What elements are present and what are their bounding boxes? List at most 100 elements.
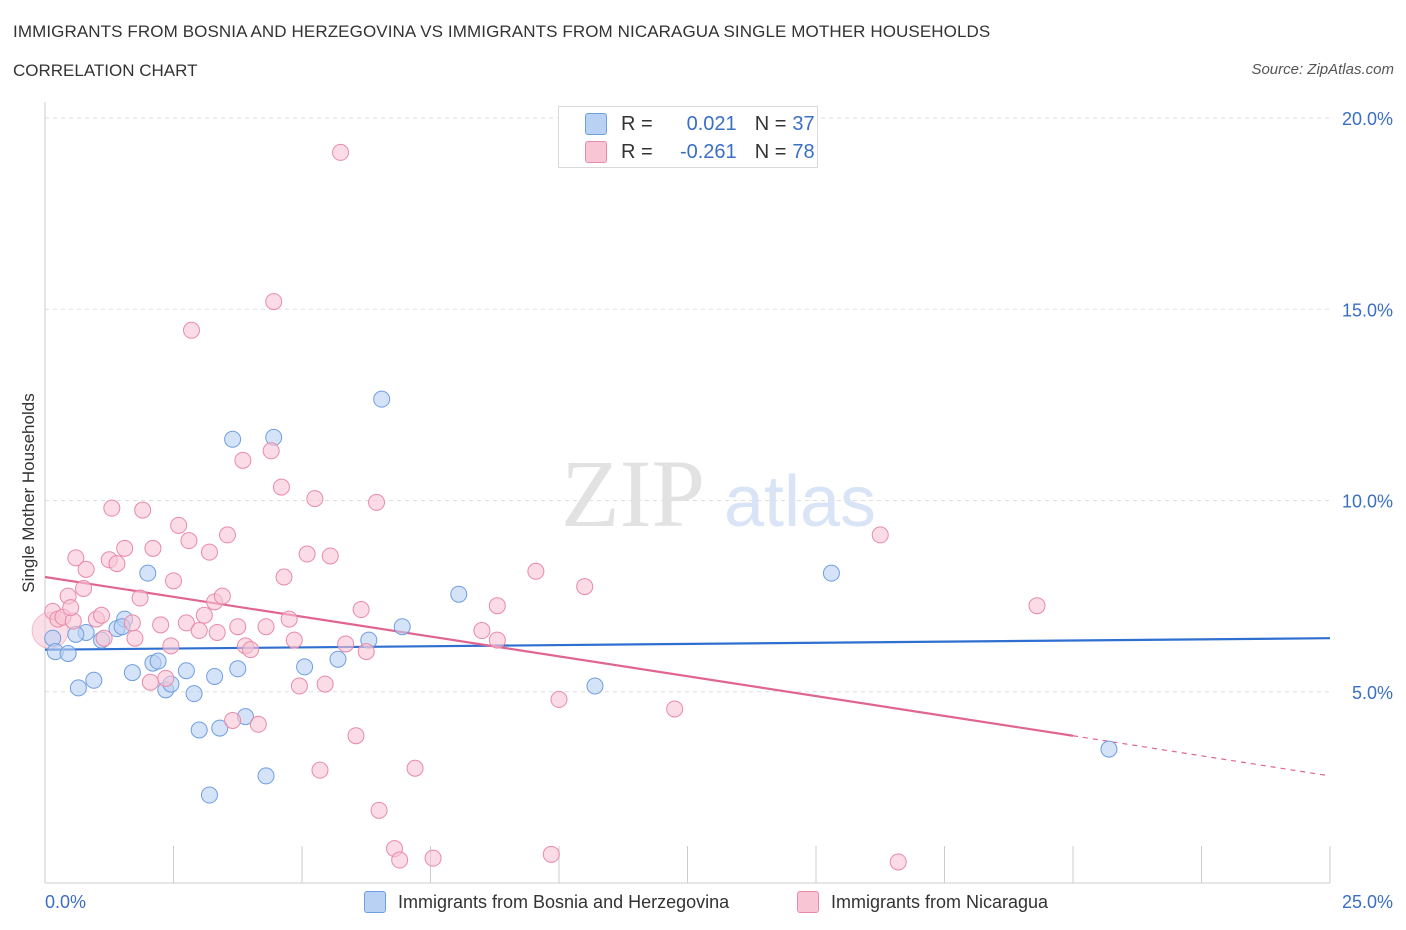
bosnia-point — [224, 430, 242, 448]
bosnia-point — [69, 679, 87, 697]
watermark-zip: ZIP — [561, 440, 705, 547]
nicaragua-point — [321, 547, 339, 565]
bosnia-point — [373, 390, 391, 408]
nicaragua-point — [182, 321, 200, 339]
legend-row-nicaragua: R = -0.261 N = 78 — [585, 140, 815, 164]
bosnia-point — [329, 650, 347, 668]
nicaragua-point — [473, 622, 491, 640]
nicaragua-point — [208, 623, 226, 641]
bosnia-point — [59, 645, 77, 662]
nicaragua-point — [157, 669, 175, 687]
legend-swatch-blue — [585, 113, 607, 135]
legend-n-value-nicaragua: 78 — [792, 140, 815, 163]
nicaragua-point — [152, 616, 170, 634]
bosnia-point — [206, 667, 224, 685]
nicaragua-point — [316, 675, 334, 693]
x-tick-label-min: 0.0% — [45, 892, 86, 912]
y-tick-label: 5.0% — [1352, 683, 1393, 703]
bosnia-point — [190, 721, 208, 739]
trend-line-bosnia — [44, 637, 1331, 651]
data-points — [31, 143, 1118, 871]
nicaragua-point — [272, 478, 290, 496]
trend-line-nicaragua — [44, 575, 1074, 737]
nicaragua-point — [190, 622, 208, 640]
nicaragua-point — [93, 606, 111, 624]
nicaragua-point — [126, 629, 144, 647]
bosnia-point — [85, 671, 103, 689]
bosnia-point — [586, 677, 604, 695]
nicaragua-point — [108, 555, 126, 573]
nicaragua-point — [352, 601, 370, 619]
nicaragua-point — [162, 637, 180, 655]
nicaragua-point — [134, 501, 152, 519]
nicaragua-point — [262, 442, 280, 460]
bottom-legend-swatch-pink — [797, 891, 819, 913]
legend-n-value-bosnia: 37 — [792, 112, 815, 135]
nicaragua-point — [298, 545, 316, 563]
nicaragua-point — [368, 493, 386, 511]
legend-n-label: N = — [754, 140, 787, 163]
bottom-legend-label-nicaragua: Immigrants from Nicaragua — [831, 891, 1049, 912]
nicaragua-point — [370, 801, 388, 819]
bosnia-point — [149, 652, 167, 670]
nicaragua-point — [357, 643, 375, 661]
nicaragua-point — [1028, 597, 1046, 615]
nicaragua-point — [123, 614, 141, 632]
nicaragua-point — [249, 715, 267, 733]
bosnia-point — [1100, 740, 1118, 758]
bottom-legend-label-bosnia: Immigrants from Bosnia and Herzegovina — [398, 891, 730, 912]
nicaragua-point — [311, 761, 329, 779]
nicaragua-point — [406, 759, 424, 777]
bosnia-point — [177, 662, 195, 680]
bosnia-point — [123, 664, 141, 682]
nicaragua-point — [200, 543, 218, 561]
bosnia-point — [185, 685, 203, 703]
nicaragua-point — [275, 568, 293, 586]
nicaragua-point — [234, 451, 252, 469]
nicaragua-point — [871, 526, 889, 544]
nicaragua-point — [177, 614, 195, 632]
y-tick-label: 10.0% — [1342, 492, 1393, 512]
bosnia-point — [822, 564, 840, 582]
bosnia-point — [296, 658, 314, 676]
nicaragua-point — [141, 673, 159, 691]
nicaragua-point — [265, 293, 283, 311]
nicaragua-point — [306, 490, 324, 508]
chart-subtitle: CORRELATION CHART — [13, 61, 198, 80]
nicaragua-point — [424, 849, 442, 867]
source-credit: Source: ZipAtlas.com — [1251, 61, 1394, 78]
y-axis-label: Single Mother Households — [19, 393, 38, 593]
legend-row-bosnia: R = 0.021 N = 37 — [585, 112, 815, 136]
y-tick-label: 20.0% — [1342, 109, 1393, 129]
nicaragua-point — [75, 579, 93, 597]
nicaragua-point — [116, 539, 134, 557]
tick-labels: 5.0% 10.0% 15.0% 20.0% 0.0% 25.0% — [45, 109, 1393, 912]
nicaragua-point — [131, 589, 149, 607]
nicaragua-point — [213, 587, 231, 605]
nicaragua-point — [257, 618, 275, 636]
correlation-legend: R = 0.021 N = 37 R = -0.261 N = 78 — [558, 106, 818, 168]
nicaragua-point — [67, 549, 85, 567]
nicaragua-point — [347, 727, 365, 745]
axes — [44, 102, 1331, 884]
nicaragua-point — [170, 516, 188, 534]
nicaragua-point — [77, 560, 95, 578]
nicaragua-point — [391, 851, 409, 869]
nicaragua-point — [488, 631, 506, 649]
bottom-legend-bosnia: Immigrants from Bosnia and Herzegovina — [364, 889, 729, 915]
legend-swatch-pink — [585, 141, 607, 163]
nicaragua-point — [242, 641, 260, 659]
nicaragua-point — [542, 845, 560, 863]
nicaragua-point — [488, 597, 506, 615]
bosnia-point — [211, 719, 229, 737]
nicaragua-point — [95, 629, 113, 647]
legend-r-value-bosnia: 0.021 — [686, 112, 737, 135]
x-tick-label-max: 25.0% — [1342, 892, 1393, 912]
nicaragua-point — [229, 618, 247, 636]
bosnia-point — [393, 618, 411, 636]
nicaragua-point — [576, 578, 594, 596]
bosnia-point — [200, 786, 218, 804]
bosnia-point — [257, 767, 275, 785]
nicaragua-point — [224, 711, 242, 729]
